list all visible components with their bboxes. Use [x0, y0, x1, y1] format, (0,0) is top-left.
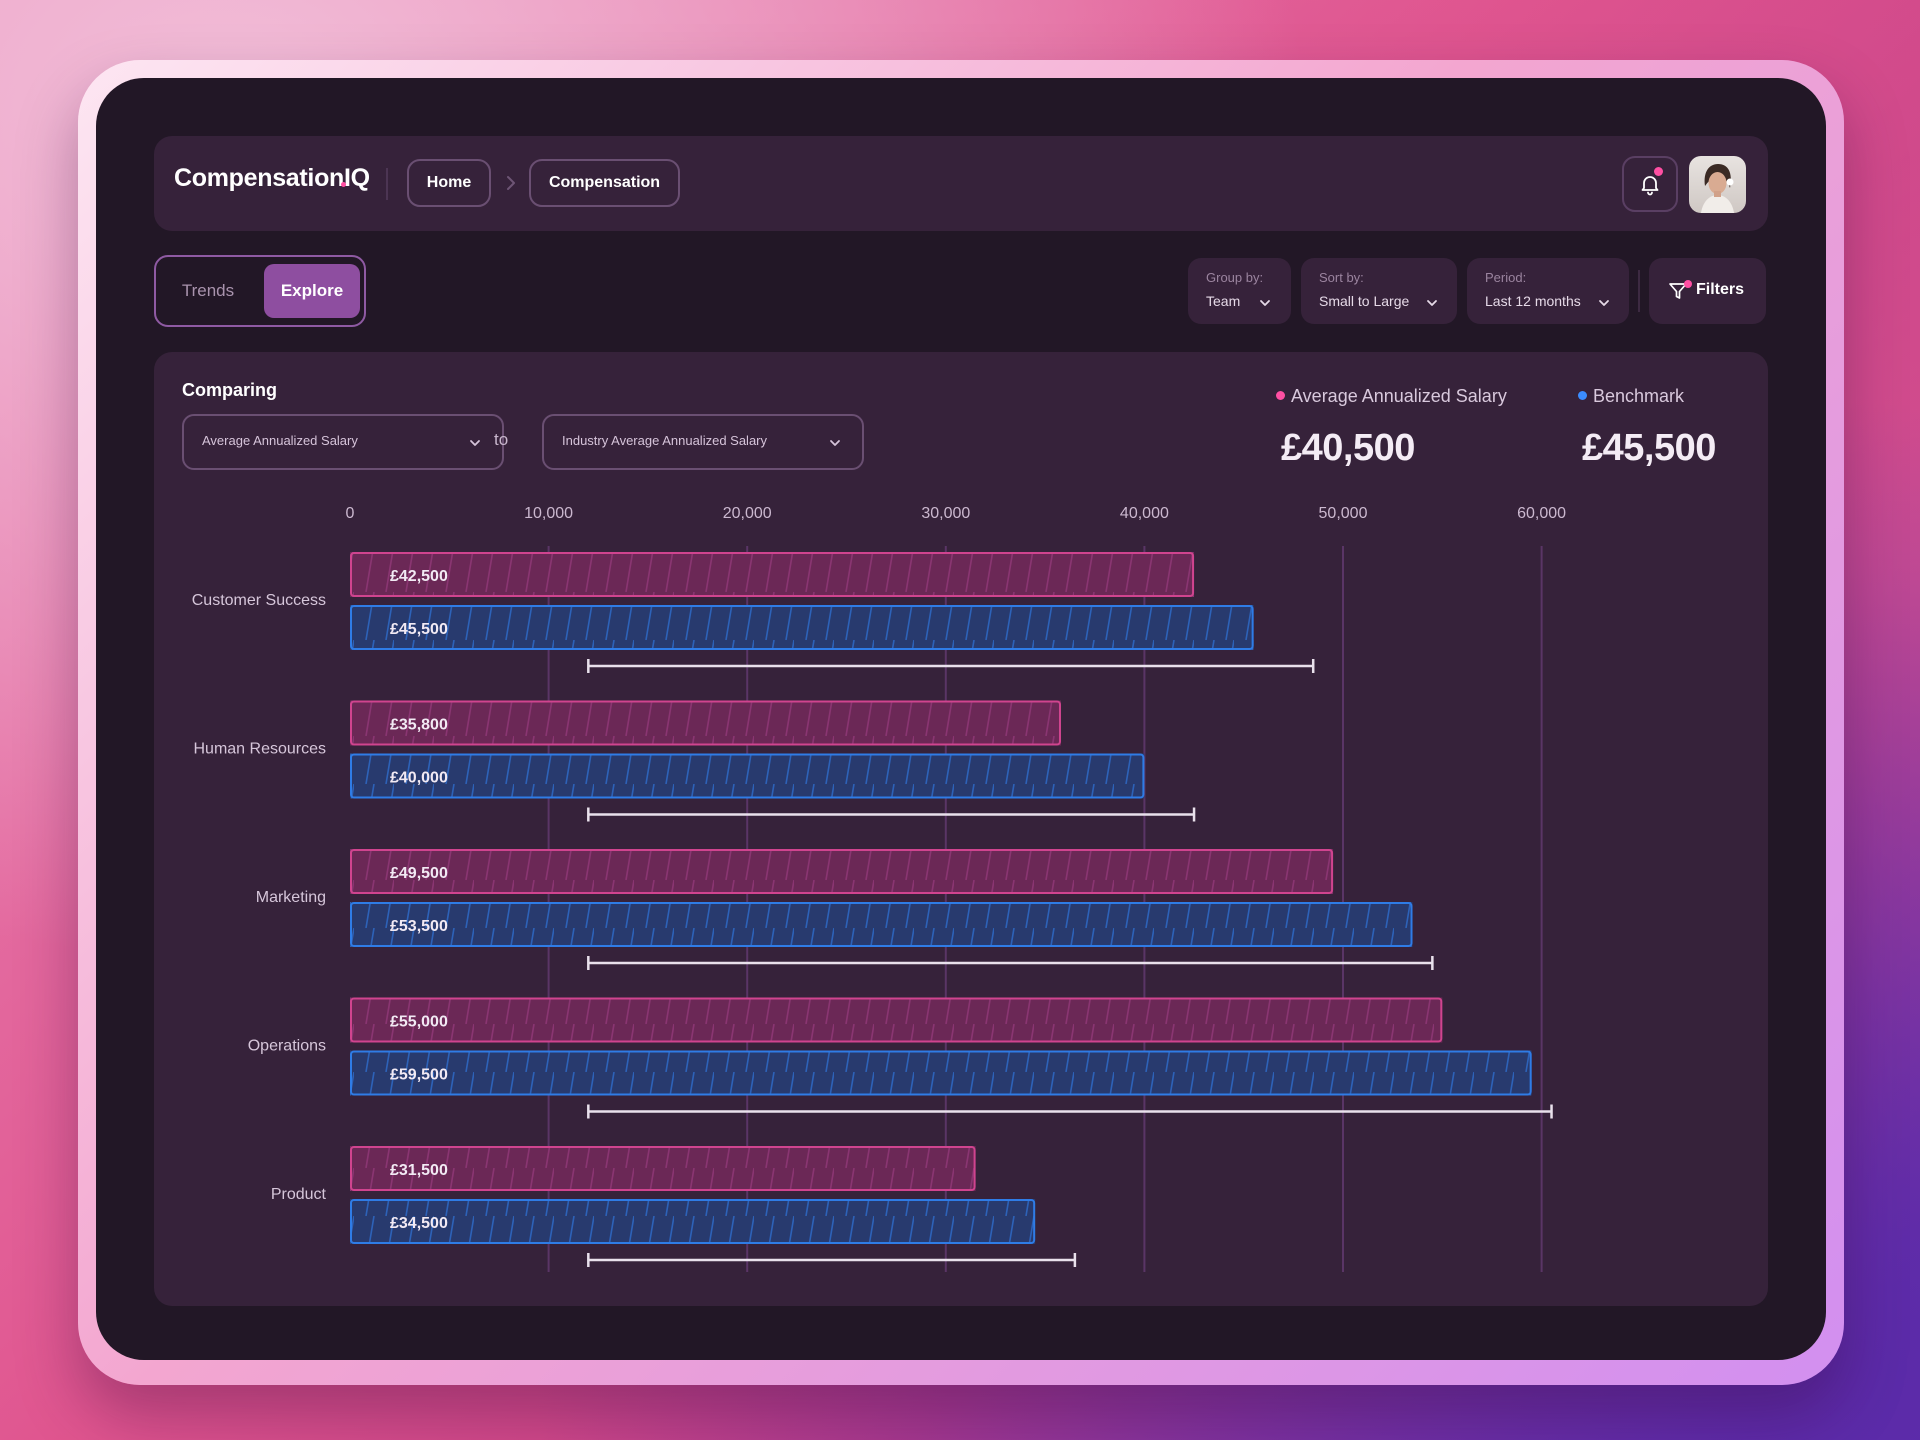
category-label: Human Resources [194, 741, 327, 758]
benchmark-bar-label: £59,500 [390, 1067, 448, 1084]
category-label: Marketing [256, 889, 326, 906]
legend-benchmark-dot [1578, 391, 1587, 400]
chevron-down-icon [470, 440, 480, 446]
x-tick-label: 60,000 [1517, 505, 1566, 522]
x-tick-label: 50,000 [1319, 505, 1368, 522]
salary-bar-label: £42,500 [390, 568, 448, 585]
salary-bar-outline [350, 552, 1195, 597]
salary-bar-outline [350, 849, 1334, 894]
salary-bar-outline [350, 997, 1443, 1043]
view-toggle: Trends Explore [154, 255, 366, 327]
notifications-button[interactable] [1622, 156, 1678, 212]
breadcrumb-compensation[interactable]: Compensation [529, 159, 680, 207]
x-tick-label: 20,000 [723, 505, 772, 522]
benchmark-bar-hatch [350, 605, 1254, 650]
x-tick-label: 10,000 [524, 505, 573, 522]
top-header: CompensationIQ Home Compensation [154, 136, 1768, 231]
filters-label: Filters [1696, 281, 1745, 298]
benchmark-bar-hatch [350, 753, 1145, 799]
x-tick-label: 0 [346, 505, 355, 522]
salary-bar-outline [350, 1146, 976, 1191]
group-by-label: Group by: [1206, 270, 1264, 285]
comparison-panel: Comparing Average Annualized Salary to I… [154, 352, 1768, 1306]
sort-by-label: Sort by: [1319, 270, 1364, 285]
breadcrumb-home[interactable]: Home [407, 159, 491, 207]
salary-bar-hatch [350, 1146, 976, 1191]
x-tick-label: 40,000 [1120, 505, 1169, 522]
salary-bar-label: £31,500 [390, 1162, 448, 1179]
metric-b-select[interactable]: Industry Average Annualized Salary [542, 414, 864, 470]
header-divider [386, 168, 388, 200]
tab-trends[interactable]: Trends [181, 281, 235, 300]
filters-badge [1684, 280, 1692, 288]
chevron-right-icon [507, 176, 515, 190]
salary-summary-value: £40,500 [1281, 427, 1415, 469]
metric-b-value: Industry Average Annualized Salary [562, 433, 768, 448]
legend-salary-dot [1276, 391, 1285, 400]
chevron-down-icon [1260, 300, 1270, 306]
app-logo[interactable]: CompensationIQ [174, 164, 370, 192]
chart-x-ticks: 0 10,000 20,000 30,000 40,000 50,000 60,000 Cus… [192, 505, 1566, 1203]
benchmark-bar-hatch [350, 1050, 1532, 1096]
benchmark-bar-hatch [350, 1199, 1036, 1244]
logo-dot [341, 182, 346, 187]
salary-bar-label: £55,000 [390, 1014, 448, 1031]
legend-benchmark: Benchmark [1578, 386, 1684, 407]
sort-by-value: Small to Large [1319, 293, 1410, 309]
filters-button[interactable]: Filters [1649, 258, 1766, 324]
chevron-down-icon [1599, 300, 1609, 306]
legend-salary: Average Annualized Salary [1276, 386, 1507, 407]
sort-by-dropdown[interactable]: Sort by: Small to Large [1301, 258, 1457, 324]
chevron-down-icon [830, 440, 840, 446]
salary-bar-hatch [350, 700, 1061, 746]
group-by-dropdown[interactable]: Group by: Team [1188, 258, 1291, 324]
salary-bar-hatch [350, 552, 1195, 597]
benchmark-bar-outline [350, 753, 1145, 799]
notification-badge [1654, 167, 1663, 176]
period-dropdown[interactable]: Period: Last 12 months [1467, 258, 1629, 324]
comparing-heading: Comparing [182, 380, 278, 400]
benchmark-bar-label: £34,500 [390, 1215, 448, 1232]
benchmark-bar-label: £53,500 [390, 918, 448, 935]
bell-icon [1641, 176, 1659, 196]
category-label: Customer Success [192, 592, 326, 609]
toolbar-divider [1638, 270, 1640, 312]
benchmark-bar-hatch [350, 902, 1413, 947]
benchmark-bar-outline [350, 902, 1413, 947]
category-label: Operations [248, 1038, 326, 1055]
salary-bar-hatch [350, 849, 1334, 894]
period-value: Last 12 months [1485, 293, 1581, 309]
benchmark-bar-outline [350, 1050, 1532, 1096]
metric-a-select[interactable]: Average Annualized Salary [182, 414, 504, 470]
avatar[interactable] [1689, 156, 1746, 213]
app-screen: CompensationIQ Home Compensation [96, 78, 1826, 1360]
salary-bar-label: £49,500 [390, 865, 448, 882]
benchmark-bar-outline [350, 1199, 1036, 1244]
chart-bars: £42,500 £45,500 £35,800 £40,000 £49,500 £53,5… [350, 552, 1553, 1267]
legend-benchmark-label: Benchmark [1593, 386, 1685, 406]
period-label: Period: [1485, 270, 1527, 285]
salary-bar-outline [350, 700, 1061, 746]
benchmark-bar-label: £45,500 [390, 621, 448, 638]
benchmark-summary-value: £45,500 [1582, 427, 1716, 469]
metric-a-value: Average Annualized Salary [202, 433, 358, 448]
tab-explore[interactable]: Explore [264, 264, 360, 318]
benchmark-bar-label: £40,000 [390, 770, 448, 787]
chevron-down-icon [1427, 300, 1437, 306]
category-label: Product [271, 1186, 327, 1203]
salary-bar-hatch [350, 997, 1443, 1043]
group-by-value: Team [1206, 293, 1241, 309]
salary-comparison-chart: £42,500 £45,500 £35,800 £40,000 £49,500 £53,5… [192, 505, 1566, 1272]
x-tick-label: 30,000 [921, 505, 970, 522]
salary-bar-label: £35,800 [390, 717, 448, 734]
legend-salary-label: Average Annualized Salary [1291, 386, 1507, 406]
comparison-connector: to [494, 430, 509, 449]
benchmark-bar-outline [350, 605, 1254, 650]
avatar-image [1701, 164, 1734, 213]
